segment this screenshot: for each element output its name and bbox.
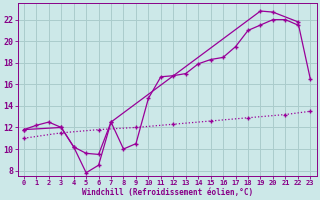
- X-axis label: Windchill (Refroidissement éolien,°C): Windchill (Refroidissement éolien,°C): [82, 188, 253, 197]
